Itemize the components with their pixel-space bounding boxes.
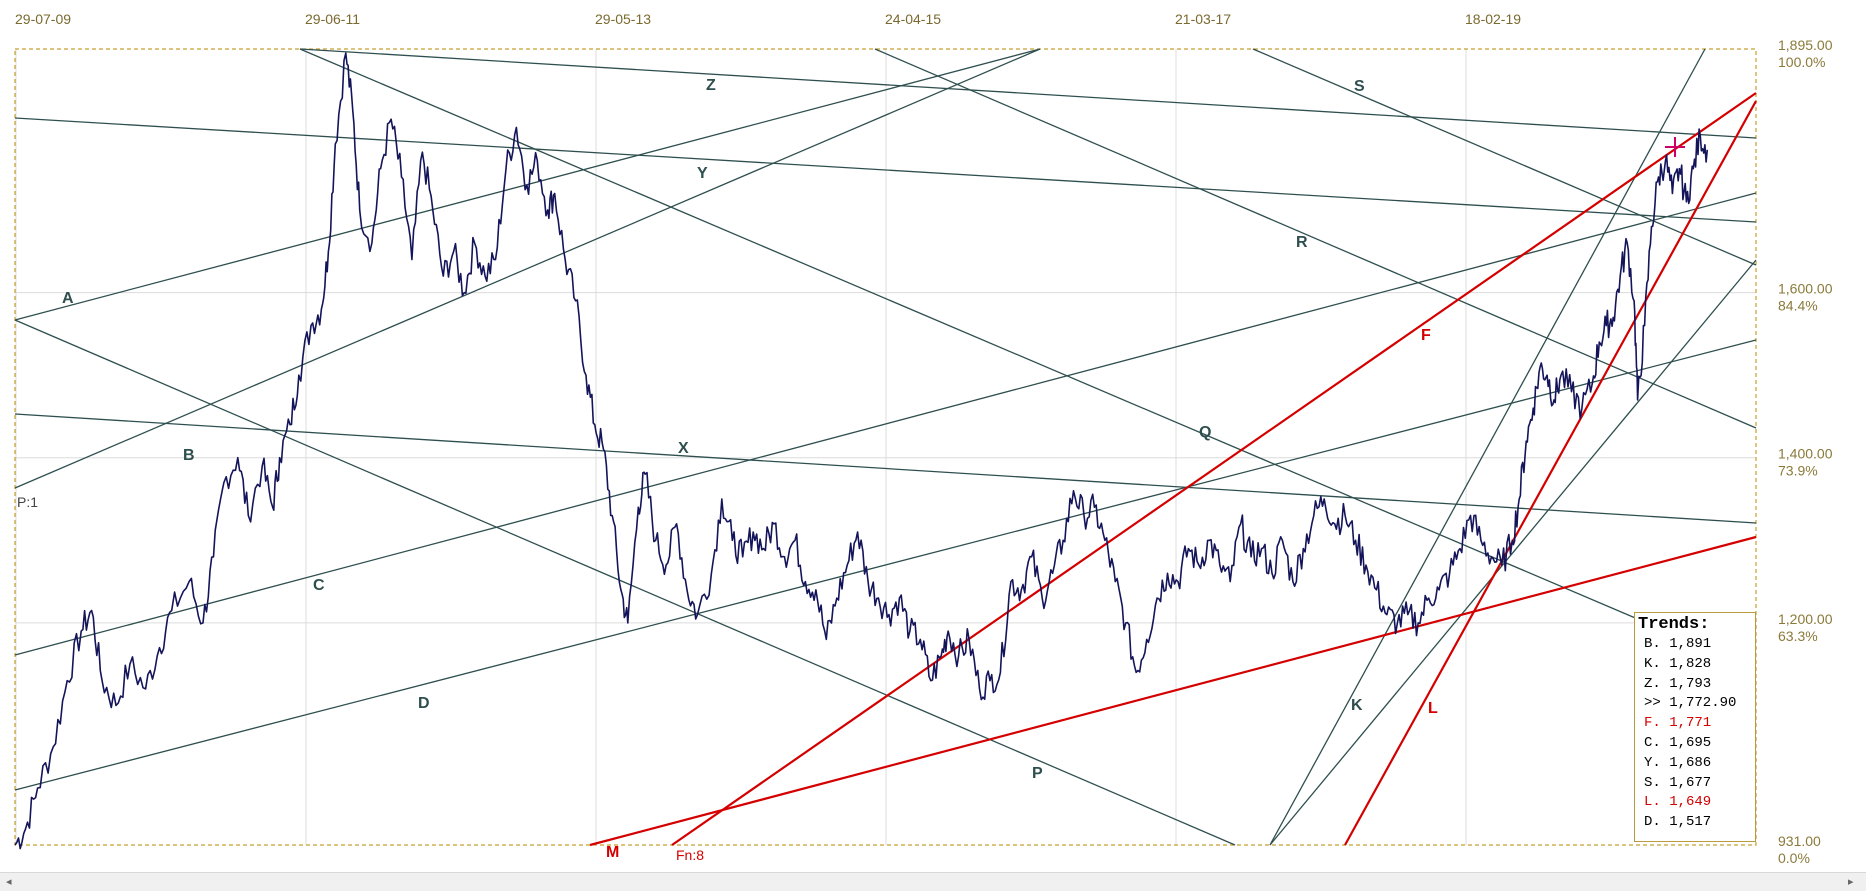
y-tick-price: 1,200.00 [1778, 611, 1833, 627]
trend-line-k [1269, 48, 1706, 846]
trend-label-f: F [1421, 327, 1431, 344]
trend-label-d: D [418, 695, 430, 712]
price-series [14, 52, 1709, 850]
line-labels: A B C D X Y Z P Q R S K F L M [62, 77, 1438, 861]
trend-label-q: Q [1199, 424, 1211, 441]
trend-row: Z. 1,793 [1644, 675, 1712, 692]
trend-line-f [671, 92, 1757, 846]
trend-line-z [299, 48, 1757, 139]
y-tick-price: 931.00 [1778, 833, 1821, 849]
trend-label-x: X [678, 440, 689, 457]
trend-line-b [14, 48, 1041, 489]
trend-label-a: A [62, 290, 74, 307]
trend-line-s [1252, 48, 1757, 266]
price-line [14, 52, 1709, 850]
trend-line-q [299, 48, 1641, 621]
trend-label-l: L [1428, 700, 1438, 717]
chart-border [14, 48, 1757, 846]
trend-line-y [14, 117, 1757, 223]
trend-label-r: R [1296, 234, 1308, 251]
trend-line-l [1344, 100, 1757, 846]
trend-line-d [14, 339, 1757, 791]
y-tick-pct: 63.3% [1778, 628, 1818, 644]
y-tick-pct: 0.0% [1778, 850, 1810, 866]
p-annotation: P:1 [17, 494, 38, 510]
trends-list: B. 1,891 K. 1,828 Z. 1,793 >> 1,772.90 F. 1,… [1635, 635, 1755, 833]
trend-row: S. 1,677 [1644, 774, 1712, 791]
trend-label-y: Y [697, 165, 708, 182]
trend-row: F. 1,771 [1644, 715, 1712, 732]
current-price-marker [1665, 137, 1685, 157]
x-tick-label: 18-02-19 [1465, 11, 1521, 27]
y-tick-pct: 73.9% [1778, 463, 1818, 479]
fn-annotation: Fn:8 [676, 847, 704, 863]
trends-title: Trends: [1638, 615, 1710, 634]
trend-row: L. 1,649 [1644, 794, 1712, 811]
trend-line-r [874, 48, 1757, 429]
x-tick-label: 29-07-09 [15, 11, 71, 27]
trend-row: C. 1,695 [1644, 734, 1712, 751]
trend-row: K. 1,828 [1644, 655, 1712, 672]
y-tick-pct: 84.4% [1778, 298, 1818, 314]
trend-lines [14, 48, 1757, 847]
scroll-left-icon[interactable]: ◂ [6, 875, 12, 888]
x-tick-label: 24-04-15 [885, 11, 941, 27]
x-axis-ticks: 29-07-09 29-06-11 29-05-13 24-04-15 21-03-17… [15, 11, 1521, 27]
trend-label-m: M [606, 844, 619, 861]
y-tick-pct: 100.0% [1778, 54, 1825, 70]
trends-panel: Trends: B. 1,891 K. 1,828 Z. 1,793 >> 1,772… [1634, 612, 1756, 842]
y-tick-price: 1,400.00 [1778, 446, 1833, 462]
trend-row: D. 1,517 [1644, 814, 1712, 831]
trend-label-c: C [313, 577, 325, 594]
grid-lines [15, 49, 1756, 845]
trend-label-k: K [1351, 697, 1363, 714]
trend-label-b: B [183, 447, 195, 464]
trend-line-a [14, 48, 1041, 321]
horizontal-scrollbar[interactable]: ◂ ▸ [0, 872, 1866, 891]
trend-label-z: Z [706, 77, 716, 94]
trend-label-s: S [1354, 78, 1365, 95]
x-tick-label: 29-05-13 [595, 11, 651, 27]
price-chart: A B C D X Y Z P Q R S K F L M 29-07-09 29-06-11 29-05-13… [14, 11, 1833, 866]
trend-row: Y. 1,686 [1644, 754, 1712, 771]
y-tick-price: 1,895.00 [1778, 37, 1833, 53]
trend-line-x [14, 413, 1757, 524]
x-tick-label: 21-03-17 [1175, 11, 1231, 27]
trend-row: >> 1,772.90 [1644, 695, 1737, 712]
trend-line-k [1269, 259, 1757, 846]
x-tick-label: 29-06-11 [305, 11, 360, 27]
trend-row: B. 1,891 [1644, 636, 1712, 652]
trend-line-p [14, 319, 1236, 846]
y-tick-price: 1,600.00 [1778, 281, 1833, 297]
scroll-right-icon[interactable]: ▸ [1848, 875, 1854, 888]
trend-label-p: P [1032, 765, 1043, 782]
trend-line-m [589, 535, 1757, 847]
trend-line-c [14, 192, 1757, 656]
